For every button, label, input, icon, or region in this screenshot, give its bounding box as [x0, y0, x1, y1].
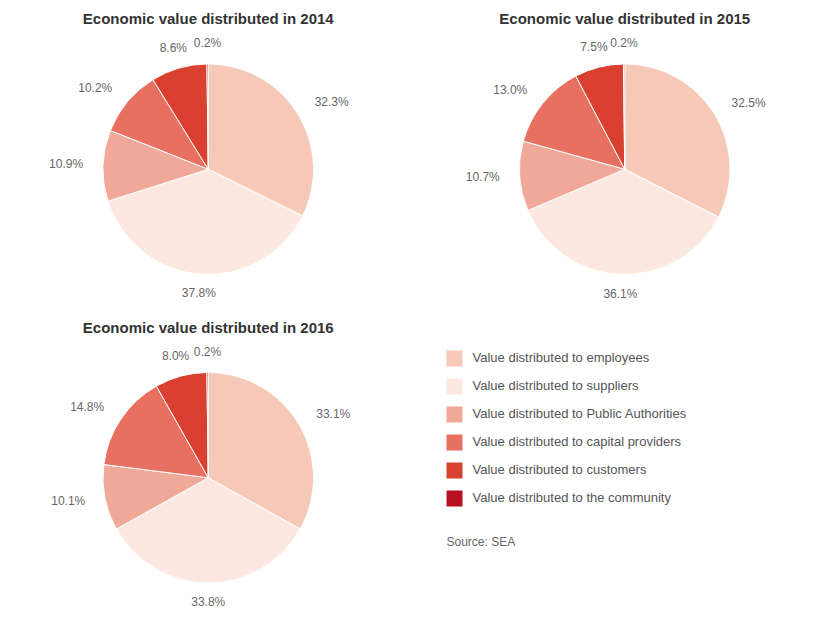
pie-slice	[623, 64, 624, 169]
legend-label: Value distributed to customers	[473, 462, 647, 477]
legend-swatch	[447, 463, 463, 479]
data-labels: 32.3% 37.8% 10.9% 10.2% 8.6% 0.2%	[49, 36, 349, 300]
pie-chart: Economic value distributed in 201532.5%3…	[466, 10, 766, 301]
chart-root: Economic value distributed in 201432.3%3…	[0, 0, 833, 617]
legend-swatch	[447, 379, 463, 395]
data-label: 32.3%	[315, 95, 349, 109]
data-label: 0.2%	[610, 36, 638, 50]
data-labels: 32.5% 36.1% 10.7% 13.0% 7.5%0.2%	[466, 36, 766, 300]
data-label: 8.0%	[162, 349, 190, 363]
legend-label: Value distributed to employees	[473, 350, 650, 365]
data-label: 36.1%	[603, 287, 637, 301]
legend-item: Value distributed to suppliers	[447, 378, 639, 395]
data-label: 7.5%	[580, 40, 608, 54]
legend-item: Value distributed to the community	[447, 490, 672, 507]
legend-swatch	[447, 407, 463, 423]
pie-slice	[153, 64, 208, 169]
data-label: 10.1%	[51, 494, 85, 508]
slices	[103, 373, 314, 584]
data-label: 33.1%	[316, 407, 350, 421]
legend-label: Value distributed to the community	[473, 490, 672, 505]
pie-slice	[207, 373, 208, 478]
legend-swatch	[447, 435, 463, 451]
data-label: 0.2%	[194, 36, 222, 50]
pie-chart: Economic value distributed in 201633.1%3…	[51, 319, 350, 610]
legend-label: Value distributed to suppliers	[473, 378, 639, 393]
data-label: 10.9%	[49, 157, 83, 171]
legend-swatch	[447, 351, 463, 367]
pie-slice	[207, 64, 208, 169]
chart-title: Economic value distributed in 2015	[499, 10, 750, 27]
annotation: Source: SEA	[447, 535, 516, 549]
legend-label: Value distributed to capital providers	[473, 434, 682, 449]
data-label: 14.8%	[70, 400, 104, 414]
data-labels: 33.1% 33.8% 10.1% 14.8% 8.0% 0.2%	[51, 345, 350, 609]
data-label: 33.8%	[191, 595, 225, 609]
pie-chart: Economic value distributed in 201432.3%3…	[49, 10, 349, 300]
legend-swatch	[447, 491, 463, 507]
slices	[520, 64, 730, 274]
data-label: 13.0%	[493, 83, 527, 97]
data-label: 0.2%	[194, 345, 222, 359]
chart-title: Economic value distributed in 2014	[83, 10, 335, 27]
chart-title: Economic value distributed in 2016	[83, 319, 334, 336]
legend-label: Value distributed to Public Authorities	[473, 406, 687, 421]
pie-slice	[156, 373, 208, 478]
legend: Value distributed to employees Value dist…	[447, 350, 687, 507]
data-label: 8.6%	[160, 41, 188, 55]
legend-item: Value distributed to employees	[447, 350, 650, 367]
data-label: 10.2%	[78, 81, 112, 95]
legend-item: Value distributed to capital providers	[447, 434, 682, 451]
data-label: 10.7%	[466, 170, 500, 184]
legend-item: Value distributed to Public Authorities	[447, 406, 687, 423]
legend-item: Value distributed to customers	[447, 462, 647, 479]
slices	[103, 64, 313, 274]
data-label: 37.8%	[182, 286, 216, 300]
data-label: 32.5%	[732, 96, 766, 110]
pie-slice	[576, 64, 625, 169]
